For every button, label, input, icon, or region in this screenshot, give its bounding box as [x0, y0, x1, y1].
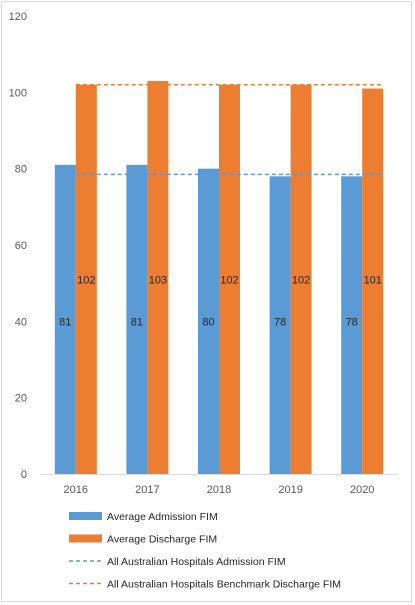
x-tick-label: 2020	[350, 484, 374, 496]
y-tick-label: 20	[15, 393, 27, 405]
y-tick-label: 60	[15, 240, 27, 252]
discharge-bar	[75, 84, 97, 474]
admission-data-label: 81	[59, 316, 71, 328]
x-tick-label: 2017	[135, 484, 159, 496]
discharge-bar	[147, 80, 169, 474]
reference-lines	[75, 83, 384, 176]
admission-bar	[54, 164, 76, 474]
legend: Average Admission FIM Average Discharge F…	[69, 511, 341, 591]
discharge-data-label: 102	[77, 274, 95, 286]
x-tick-label: 2016	[64, 484, 88, 496]
admission-bar	[341, 176, 363, 475]
admission-data-label: 78	[346, 316, 358, 328]
y-tick-label: 100	[9, 87, 27, 99]
x-tick-label: 2018	[207, 484, 231, 496]
legend-label: Average Admission FIM	[107, 511, 218, 523]
y-axis-tick-labels: 0 20 40 60 80 100 120	[9, 11, 27, 481]
discharge-data-label: 101	[364, 274, 382, 286]
legend-label: Average Discharge FIM	[107, 534, 217, 546]
y-tick-label: 80	[15, 164, 27, 176]
discharge-bar	[290, 84, 312, 474]
bars	[54, 80, 384, 475]
x-axis-tick-labels: 2016 2017 2018 2019 2020	[64, 484, 375, 496]
discharge-bar	[362, 88, 384, 475]
admission-bar	[269, 176, 291, 475]
legend-swatch-bar	[69, 534, 102, 543]
discharge-data-label: 102	[292, 274, 310, 286]
legend-swatch-bar	[69, 512, 102, 520]
legend-label: All Australian Hospitals Admission FIM	[107, 556, 286, 568]
admission-data-label: 80	[202, 316, 214, 328]
discharge-bar	[219, 84, 240, 474]
admission-bar	[126, 164, 148, 474]
admission-bar	[198, 168, 219, 474]
x-tick-label: 2019	[278, 484, 302, 496]
discharge-data-label: 103	[149, 274, 167, 286]
admission-data-label: 81	[131, 316, 143, 328]
admission-data-label: 78	[274, 316, 286, 328]
data-labels: 81 102 81 103 80 102 78 102 78 101	[59, 274, 382, 328]
y-tick-label: 0	[21, 469, 27, 481]
y-tick-label: 120	[9, 11, 27, 23]
discharge-data-label: 102	[220, 274, 238, 286]
y-tick-label: 40	[15, 316, 27, 328]
legend-label: All Australian Hospitals Benchmark Disch…	[107, 579, 341, 591]
